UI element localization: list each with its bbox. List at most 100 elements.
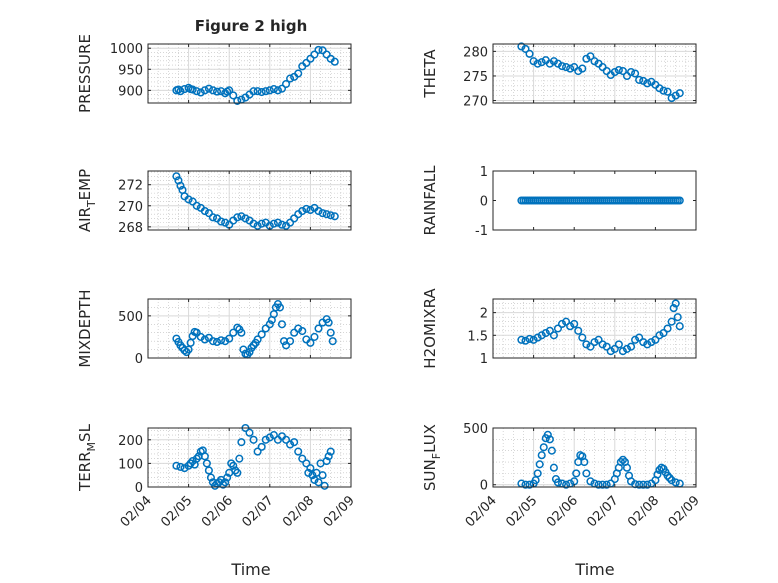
- y-tick-label: 272: [118, 179, 143, 194]
- data-point: [610, 67, 619, 77]
- data-point: [188, 85, 197, 94]
- data-point: [273, 86, 282, 95]
- data-point: [237, 212, 246, 221]
- data-point: [265, 320, 274, 329]
- data-point: [249, 219, 258, 228]
- data-point: [294, 447, 303, 456]
- data-point: [326, 211, 335, 220]
- data-point: [553, 478, 563, 487]
- data-point: [269, 219, 278, 228]
- axes-box: [492, 427, 697, 488]
- data-point: [273, 218, 282, 227]
- data-point: [582, 54, 591, 63]
- data-point: [233, 213, 242, 222]
- y-tick-label: 100: [118, 457, 143, 472]
- data-point: [302, 459, 311, 468]
- data-point: [643, 480, 652, 489]
- data-point: [651, 335, 660, 344]
- data-point: [537, 58, 546, 67]
- data-point: [286, 337, 295, 346]
- data-point: [667, 476, 676, 485]
- data-point: [618, 66, 627, 76]
- data-point: [261, 87, 270, 96]
- data-point: [310, 332, 319, 341]
- subplot-theta: 270 275 280 THETA: [421, 42, 697, 110]
- data-point: [302, 58, 311, 68]
- data-point: [208, 337, 218, 346]
- y-tick-label: 500: [463, 422, 488, 437]
- data-point: [616, 457, 625, 467]
- data-point: [580, 457, 589, 467]
- data-point: [304, 468, 313, 477]
- y-tick-label: 1: [480, 165, 488, 180]
- data-point: [673, 313, 682, 322]
- data-point: [225, 334, 234, 343]
- data-point: [614, 66, 623, 75]
- data-point: [298, 326, 307, 336]
- data-point: [533, 469, 542, 478]
- data-point: [675, 322, 684, 331]
- data-point: [553, 324, 563, 333]
- data-point: [639, 480, 648, 489]
- data-point: [562, 63, 571, 72]
- data-point: [217, 336, 226, 345]
- data-point: [541, 328, 550, 338]
- data-point: [557, 319, 567, 329]
- y-tick-label: -1: [475, 224, 488, 239]
- data-point: [602, 342, 611, 351]
- data-point: [318, 46, 327, 55]
- y-axis-label: PRESSURE: [76, 34, 94, 113]
- data-point: [314, 206, 323, 216]
- y-tick-label: 900: [118, 84, 143, 99]
- data-point: [249, 435, 258, 444]
- data-point: [622, 344, 632, 353]
- data-point: [223, 473, 232, 482]
- data-point: [225, 86, 234, 95]
- data-point: [202, 459, 211, 468]
- data-point: [298, 206, 307, 216]
- data-point: [212, 337, 222, 347]
- y-tick-label: 275: [463, 70, 488, 85]
- plot-area: [148, 171, 351, 230]
- subplot-pressure: 900 950 1000 PRESSURE: [76, 34, 352, 113]
- data-point: [545, 435, 554, 444]
- data-point: [594, 480, 603, 489]
- y-tick-label: 1000: [110, 42, 143, 57]
- data-point: [659, 86, 668, 95]
- data-point: [525, 480, 534, 489]
- data-point: [330, 57, 339, 66]
- data-point: [606, 347, 615, 356]
- data-point: [286, 74, 295, 83]
- data-point: [257, 442, 266, 451]
- data-point: [294, 69, 303, 78]
- data-point: [180, 346, 189, 355]
- data-point: [253, 221, 262, 230]
- data-point: [574, 66, 583, 76]
- y-tick-label: 1: [480, 352, 488, 367]
- data-point: [253, 447, 262, 456]
- data-point: [322, 210, 331, 219]
- data-point: [261, 435, 270, 444]
- x-axis-label-left: Time: [230, 560, 270, 579]
- y-axis-label: RAINFALL: [421, 165, 439, 236]
- data-point: [665, 473, 674, 482]
- data-point: [314, 324, 323, 333]
- data-point: [517, 335, 526, 344]
- data-point: [631, 69, 640, 78]
- data-point: [217, 217, 226, 226]
- data-point: [269, 85, 278, 94]
- data-point: [322, 50, 331, 59]
- axes-box: [147, 170, 352, 231]
- data-point: [180, 464, 189, 473]
- data-point: [192, 328, 201, 337]
- data-point: [204, 466, 213, 475]
- data-point: [229, 461, 238, 470]
- data-point: [517, 42, 526, 51]
- data-point: [578, 64, 587, 73]
- data-point: [221, 218, 230, 227]
- data-point: [635, 333, 644, 342]
- y-axis-label: SUNFLUX: [421, 424, 443, 491]
- axes-box: [492, 43, 697, 104]
